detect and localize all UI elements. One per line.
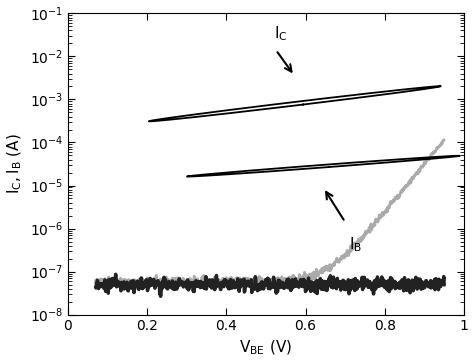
X-axis label: $\mathrm{V_{BE}\ (V)}$: $\mathrm{V_{BE}\ (V)}$ [239,339,292,358]
Y-axis label: $\mathrm{I_C, I_B\ (A)}$: $\mathrm{I_C, I_B\ (A)}$ [6,134,24,194]
Text: $\mathrm{I_B}$: $\mathrm{I_B}$ [349,235,362,254]
Text: $\mathrm{I_C}$: $\mathrm{I_C}$ [274,25,287,44]
